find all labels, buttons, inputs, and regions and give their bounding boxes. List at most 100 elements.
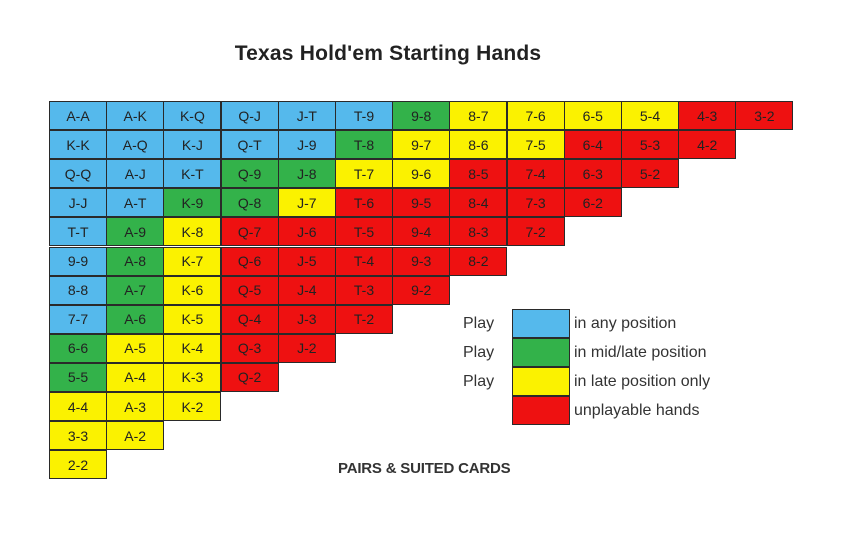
footer-caption: PAIRS & SUITED CARDS	[338, 460, 511, 477]
hand-cell: J-9	[277, 130, 336, 160]
hand-cell: J-J	[49, 188, 107, 218]
legend-prefix: Play	[463, 372, 495, 390]
hand-cell: 6-4	[563, 130, 622, 160]
legend-swatch	[512, 338, 570, 368]
hand-cell: A-8	[106, 246, 165, 276]
hand-cell: A-K	[106, 101, 165, 130]
hand-cell: 3-2	[735, 101, 794, 130]
hand-cell: 7-6	[506, 101, 565, 130]
legend-label: unplayable hands	[574, 401, 700, 419]
hand-cell: Q-2	[220, 362, 279, 392]
hand-cell: 5-5	[49, 362, 107, 392]
hand-cell: 9-3	[392, 246, 451, 276]
hand-cell: 6-2	[563, 188, 622, 218]
hand-cell: Q-6	[220, 246, 279, 276]
hand-cell: 8-6	[449, 130, 508, 160]
hand-cell: 9-8	[392, 101, 451, 130]
hand-cell: 6-3	[563, 159, 622, 189]
hand-cell: Q-5	[220, 275, 279, 305]
hand-cell: 7-2	[506, 217, 565, 247]
hand-cell: 3-3	[49, 421, 107, 451]
hand-cell: 4-2	[678, 130, 737, 160]
hand-cell: A-Q	[106, 130, 165, 160]
hand-cell: 6-6	[49, 333, 107, 363]
hand-cell: J-2	[277, 333, 336, 363]
hand-cell: A-3	[106, 392, 165, 421]
hand-cell: T-2	[335, 304, 393, 334]
legend-label: in late position only	[574, 372, 711, 390]
hand-cell: T-4	[335, 246, 393, 276]
hand-cell: 6-5	[563, 101, 622, 130]
hand-cell: 9-7	[392, 130, 451, 160]
hand-cell: 8-8	[49, 275, 107, 305]
hand-cell: 8-4	[449, 188, 508, 218]
hand-cell: T-7	[335, 159, 393, 189]
chart-title: Texas Hold'em Starting Hands	[234, 42, 542, 65]
legend-swatch	[512, 396, 570, 426]
hand-cell: Q-J	[220, 101, 279, 130]
hand-cell: 8-3	[449, 217, 508, 247]
hand-cell: T-9	[335, 101, 393, 130]
hand-cell: 8-5	[449, 159, 508, 189]
hand-cell: 5-4	[621, 101, 679, 130]
hand-cell: A-J	[106, 159, 165, 189]
hand-cell: 4-4	[49, 392, 107, 421]
hand-cell: A-T	[106, 188, 165, 218]
hand-cell: K-K	[49, 130, 107, 160]
hand-cell: A-4	[106, 362, 165, 392]
hand-cell: 7-5	[506, 130, 565, 160]
hand-cell: A-2	[106, 421, 165, 451]
hand-cell: 9-6	[392, 159, 451, 189]
hand-cell: J-T	[277, 101, 336, 130]
hand-cell: 9-5	[392, 188, 451, 218]
hand-cell: K-5	[163, 304, 222, 334]
hand-cell: K-8	[163, 217, 222, 247]
hand-cell: Q-T	[220, 130, 279, 160]
hand-cell: K-4	[163, 333, 222, 363]
legend-label: in mid/late position	[574, 343, 707, 361]
hand-cell: A-6	[106, 304, 165, 334]
hand-cell: A-A	[49, 101, 107, 130]
hand-cell: 8-7	[449, 101, 508, 130]
hand-cell: A-5	[106, 333, 165, 363]
legend-swatch	[512, 309, 570, 338]
hand-cell: J-6	[277, 217, 336, 247]
hand-cell: Q-7	[220, 217, 279, 247]
hand-cell: J-7	[277, 188, 336, 218]
hand-cell: A-9	[106, 217, 165, 247]
hand-cell: Q-Q	[49, 159, 107, 189]
hand-cell: T-5	[335, 217, 393, 247]
hand-cell: 4-3	[678, 101, 737, 130]
hand-cell: K-2	[163, 392, 222, 421]
hand-cell: 5-2	[621, 159, 679, 189]
hand-cell: 8-2	[449, 246, 508, 276]
hand-cell: T-3	[335, 275, 393, 305]
hand-cell: J-3	[277, 304, 336, 334]
hand-cell: T-8	[335, 130, 393, 160]
hand-cell: 7-4	[506, 159, 565, 189]
hand-cell: J-8	[277, 159, 336, 189]
legend-prefix: Play	[463, 343, 495, 361]
hand-cell: K-6	[163, 275, 222, 305]
legend-swatch	[512, 367, 570, 397]
hand-cell: A-7	[106, 275, 165, 305]
hand-cell: 9-2	[392, 275, 451, 305]
hand-cell: K-T	[163, 159, 222, 189]
hand-cell: Q-9	[220, 159, 279, 189]
hand-cell: K-Q	[163, 101, 222, 130]
legend-label: in any position	[574, 314, 677, 332]
legend-prefix: Play	[463, 314, 495, 332]
hand-cell: T-T	[49, 217, 107, 247]
hand-cell: Q-3	[220, 333, 279, 363]
hand-cell: 7-3	[506, 188, 565, 218]
hand-cell: 9-4	[392, 217, 451, 247]
hand-cell: 7-7	[49, 304, 107, 334]
hand-cell: 5-3	[621, 130, 679, 160]
hand-cell: K-3	[163, 362, 222, 392]
hand-cell: 9-9	[49, 246, 107, 276]
hand-cell: T-6	[335, 188, 393, 218]
hand-cell: J-4	[277, 275, 336, 305]
hand-cell: K-J	[163, 130, 222, 160]
hand-cell: Q-4	[220, 304, 279, 334]
hand-cell: K-7	[163, 246, 222, 276]
